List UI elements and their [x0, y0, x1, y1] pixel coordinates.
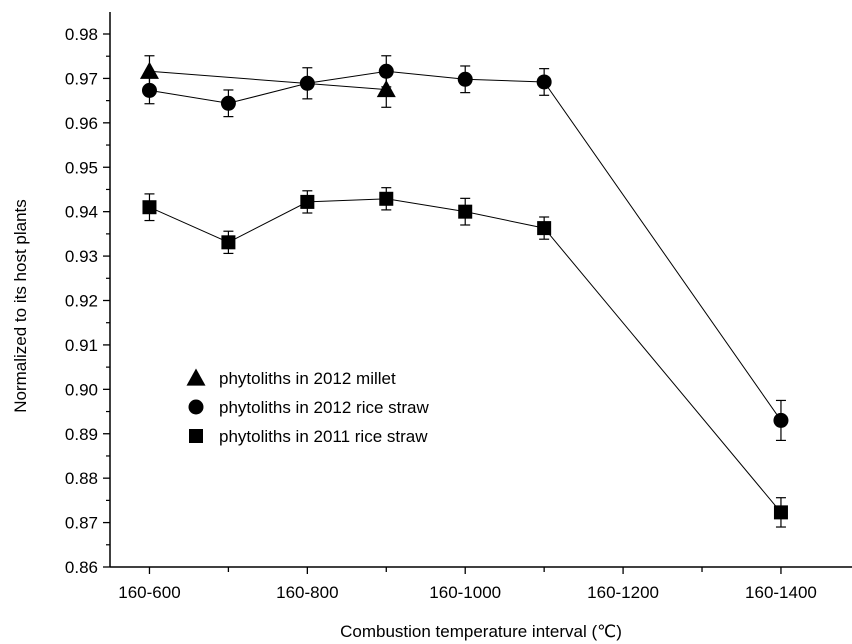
legend-label: phytoliths in 2011 rice straw [219, 427, 428, 446]
x-axis-title: Combustion temperature interval (℃) [340, 622, 622, 641]
y-tick-label: 0.96 [65, 114, 98, 133]
data-point-square [379, 191, 394, 206]
y-tick-label: 0.95 [65, 158, 98, 177]
y-tick-label: 0.94 [65, 203, 98, 222]
x-ticks: 160-600 160-800 160-1000 160-1200 160-1400 [118, 567, 817, 602]
data-point-square [142, 200, 157, 215]
data-point-circle [773, 412, 789, 428]
legend-marker-square [189, 429, 203, 443]
series-triangle [139, 55, 396, 108]
legend-marker-triangle [186, 368, 206, 386]
x-tick-label: 160-1200 [587, 583, 659, 602]
data-point-circle [536, 74, 552, 90]
y-ticks: 0.86 0.87 0.88 0.89 0.90 0.91 0.92 0.93 0.94 0.95… [65, 25, 110, 577]
legend-label: phytoliths in 2012 millet [219, 369, 396, 388]
data-point-circle [378, 63, 394, 79]
x-tick-label: 160-600 [118, 583, 180, 602]
data-point-circle [220, 95, 236, 111]
data-point-square [537, 221, 552, 236]
y-tick-label: 0.97 [65, 69, 98, 88]
data-point-square [458, 204, 473, 219]
legend-label: phytoliths in 2012 rice straw [219, 398, 429, 417]
legend-marker-circle [188, 399, 204, 415]
y-axis-title: Normalized to its host plants [11, 199, 30, 413]
series-line [149, 70, 387, 91]
y-tick-label: 0.91 [65, 336, 98, 355]
y-tick-label: 0.89 [65, 425, 98, 444]
y-tick-label: 0.87 [65, 514, 98, 533]
y-tick-label: 0.90 [65, 380, 98, 399]
y-tick-label: 0.93 [65, 247, 98, 266]
data-point-square [221, 235, 236, 250]
x-tick-label: 160-1000 [429, 583, 501, 602]
data-point-circle [141, 82, 157, 98]
legend: phytoliths in 2012 millet phytoliths in 2… [186, 368, 429, 446]
x-tick-label: 160-800 [276, 583, 338, 602]
y-tick-label: 0.88 [65, 469, 98, 488]
data-point-square [300, 194, 315, 209]
data-point-circle [299, 75, 315, 91]
y-tick-label: 0.92 [65, 292, 98, 311]
x-tick-label: 160-1400 [745, 583, 817, 602]
legend-item: phytoliths in 2012 rice straw [188, 398, 429, 417]
legend-item: phytoliths in 2012 millet [186, 368, 396, 388]
series-line [149, 198, 782, 513]
legend-item: phytoliths in 2011 rice straw [189, 427, 428, 446]
data-point-triangle [139, 61, 159, 79]
series-square [142, 187, 788, 528]
y-tick-label: 0.98 [65, 25, 98, 44]
y-tick-label: 0.86 [65, 558, 98, 577]
data-point-triangle [376, 80, 396, 98]
data-point-square [773, 505, 788, 520]
series-layer [139, 55, 789, 528]
data-point-circle [457, 71, 473, 87]
plot-area: 0.86 0.87 0.88 0.89 0.90 0.91 0.92 0.93 0.94 0.95… [65, 12, 852, 602]
series-circle [141, 55, 789, 442]
